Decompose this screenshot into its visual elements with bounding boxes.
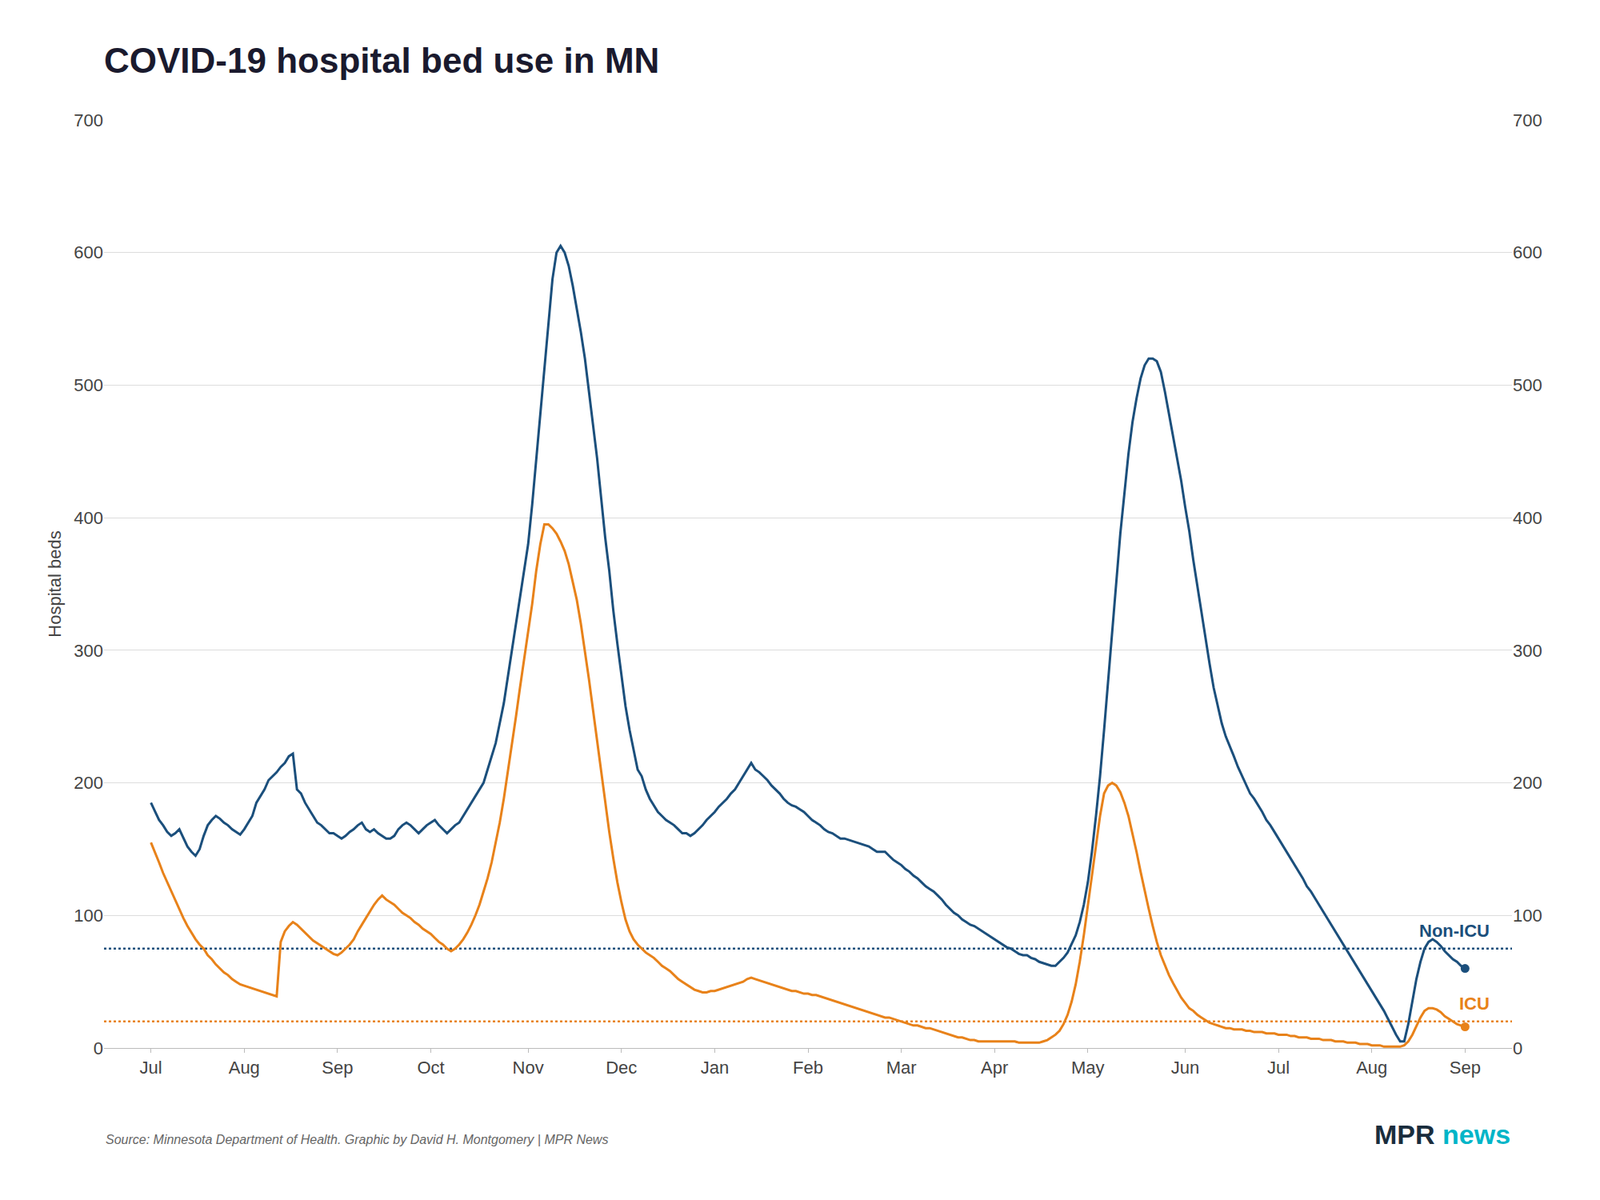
svg-text:Aug: Aug: [228, 1057, 260, 1078]
svg-text:0: 0: [93, 1038, 104, 1059]
svg-text:300: 300: [73, 640, 104, 661]
svg-text:Sep: Sep: [1449, 1057, 1481, 1078]
svg-text:700: 700: [73, 110, 104, 131]
svg-text:600: 600: [73, 242, 104, 263]
svg-text:Non-ICU: Non-ICU: [1419, 920, 1490, 941]
svg-text:Oct: Oct: [416, 1057, 444, 1078]
svg-text:Feb: Feb: [792, 1057, 824, 1078]
svg-text:Source: Minnesota Department o: Source: Minnesota Department of Health. …: [105, 1132, 608, 1147]
svg-text:100: 100: [73, 905, 104, 926]
svg-text:May: May: [1071, 1057, 1105, 1078]
svg-text:COVID-19 hospital bed use in M: COVID-19 hospital bed use in MN: [104, 40, 660, 80]
svg-text:500: 500: [73, 375, 104, 396]
svg-text:400: 400: [73, 508, 104, 528]
svg-text:Jul: Jul: [1267, 1057, 1290, 1078]
svg-text:Sep: Sep: [321, 1057, 353, 1078]
svg-text:Mar: Mar: [886, 1057, 917, 1078]
svg-text:200: 200: [73, 772, 104, 793]
svg-text:100: 100: [1512, 905, 1543, 926]
svg-text:ICU: ICU: [1459, 993, 1490, 1014]
svg-text:Hospital beds: Hospital beds: [44, 530, 65, 637]
svg-text:600: 600: [1512, 242, 1543, 263]
svg-text:Jul: Jul: [140, 1057, 163, 1078]
svg-text:0: 0: [1512, 1038, 1523, 1059]
svg-text:400: 400: [1512, 508, 1543, 528]
svg-text:Apr: Apr: [980, 1057, 1008, 1078]
svg-text:700: 700: [1512, 110, 1543, 131]
svg-text:Nov: Nov: [512, 1057, 544, 1078]
svg-text:Dec: Dec: [605, 1057, 637, 1078]
svg-text:Aug: Aug: [1356, 1057, 1388, 1078]
svg-text:200: 200: [1512, 772, 1543, 793]
svg-text:Jan: Jan: [700, 1057, 729, 1078]
svg-text:Jun: Jun: [1171, 1057, 1200, 1078]
svg-text:MPR news: MPR news: [1374, 1119, 1511, 1150]
svg-text:500: 500: [1512, 375, 1543, 396]
svg-text:300: 300: [1512, 640, 1543, 661]
